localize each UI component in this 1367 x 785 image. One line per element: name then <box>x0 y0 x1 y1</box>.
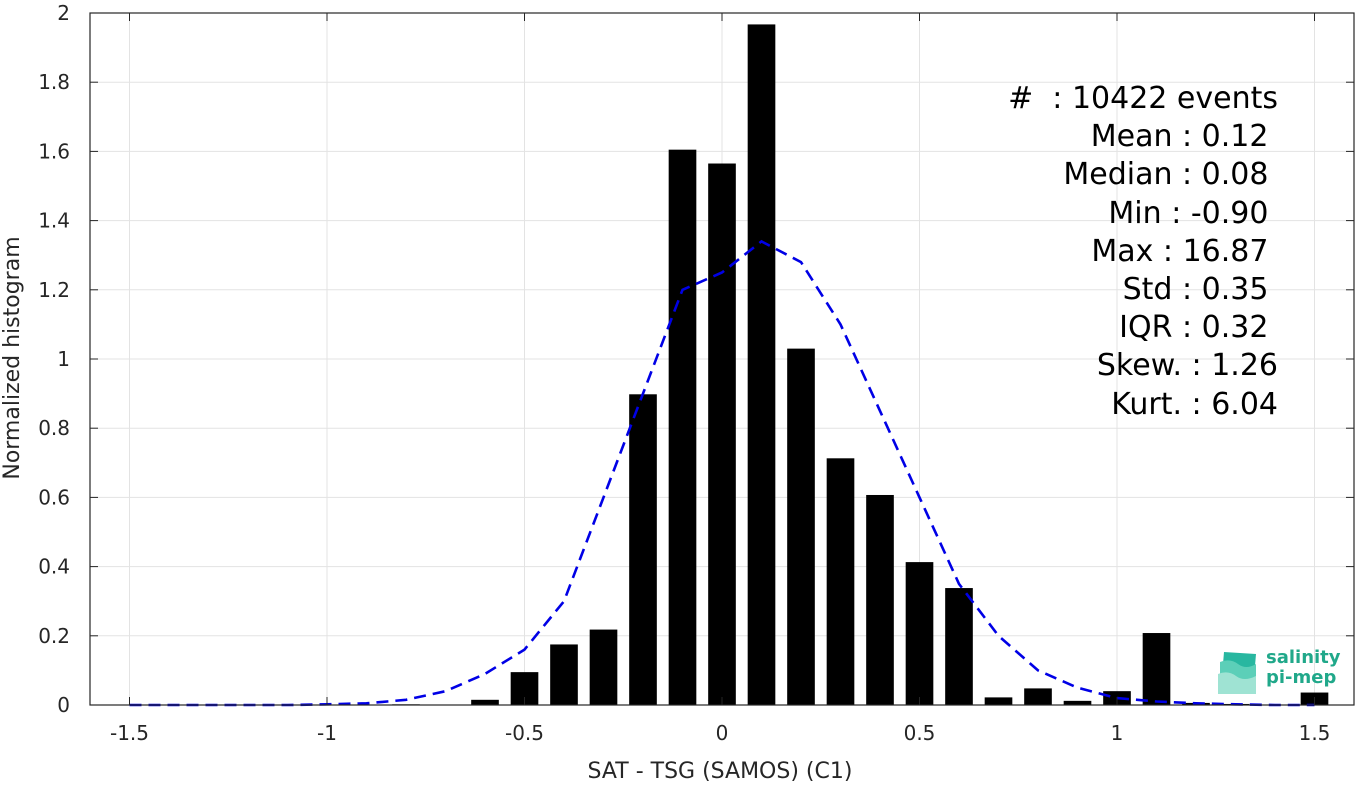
y-tick-label: 1.8 <box>38 70 70 94</box>
histogram-bar <box>708 163 736 705</box>
stat-std: Std : 0.35 <box>1122 272 1278 308</box>
x-tick-label: 1 <box>1111 721 1124 745</box>
y-tick-label: 0.2 <box>38 624 70 648</box>
axes <box>89 12 1355 706</box>
x-tick-label: -1 <box>317 721 337 745</box>
y-tick-label: 1.6 <box>38 139 70 163</box>
histogram-bar <box>1063 700 1092 705</box>
histogram-bar <box>589 629 618 705</box>
x-tick-label: -0.5 <box>505 721 544 745</box>
logo-text: salinity pi-mep <box>1266 648 1341 688</box>
histogram-bars <box>392 24 1329 706</box>
stat-iqr: IQR : 0.32 <box>1119 310 1278 346</box>
stat-median: Median : 0.08 <box>1063 157 1278 193</box>
histogram-bar <box>787 348 815 705</box>
stat-skew: Skew. : 1.26 <box>1096 348 1278 384</box>
histogram-bar <box>1142 633 1171 705</box>
salinity-pi-mep-logo: salinity pi-mep <box>1216 648 1344 694</box>
histogram-bar <box>905 562 934 705</box>
y-tick-label: 0.8 <box>38 416 70 440</box>
histogram-bar <box>866 494 894 705</box>
x-tick-labels: -1.5 -1 -0.5 0 0.5 1 1.5 <box>110 721 1330 745</box>
x-tick-label: 0.5 <box>904 721 936 745</box>
stat-events: # : 10422 events <box>1008 81 1278 116</box>
stat-max: Max : 16.87 <box>1091 233 1278 269</box>
histogram-bar <box>747 24 776 706</box>
y-tick-label: 0 <box>57 693 70 717</box>
x-axis-label: SAT - TSG (SAMOS) (C1) <box>588 759 853 784</box>
logo-line2: pi-mep <box>1266 667 1337 688</box>
x-tick-label: 0 <box>716 721 729 745</box>
y-tick-label: 2 <box>57 1 70 25</box>
x-tick-label: 1.5 <box>1299 721 1331 745</box>
histogram-bar <box>984 697 1013 705</box>
stat-min: Min : -0.90 <box>1108 195 1278 231</box>
y-tick-label: 1 <box>57 347 70 371</box>
histogram-bar <box>550 644 578 705</box>
statistics-box: # : 10422 events Mean : 0.12 Median : 0.… <box>1008 80 1278 424</box>
histogram-bar <box>945 588 973 705</box>
y-tick-label: 1.2 <box>38 278 70 302</box>
logo-line1: salinity <box>1266 647 1341 668</box>
histogram-bar <box>826 458 855 705</box>
histogram-bar <box>471 699 499 705</box>
histogram-bar <box>629 394 657 705</box>
y-tick-labels: 0 0.2 0.4 0.6 0.8 1 1.2 1.4 1.6 1.8 2 <box>38 1 70 717</box>
y-tick-label: 0.6 <box>38 485 70 509</box>
histogram-bar <box>1024 688 1052 705</box>
stat-kurt: Kurt. : 6.04 <box>1111 386 1278 422</box>
y-axis-label: Normalized histogram <box>0 236 25 479</box>
x-tick-label: -1.5 <box>110 721 149 745</box>
y-tick-label: 1.4 <box>38 209 70 233</box>
histogram-bar <box>668 149 697 706</box>
y-tick-label: 0.4 <box>38 555 70 579</box>
stat-mean: Mean : 0.12 <box>1090 119 1278 155</box>
wave-logo-icon <box>1218 652 1256 694</box>
